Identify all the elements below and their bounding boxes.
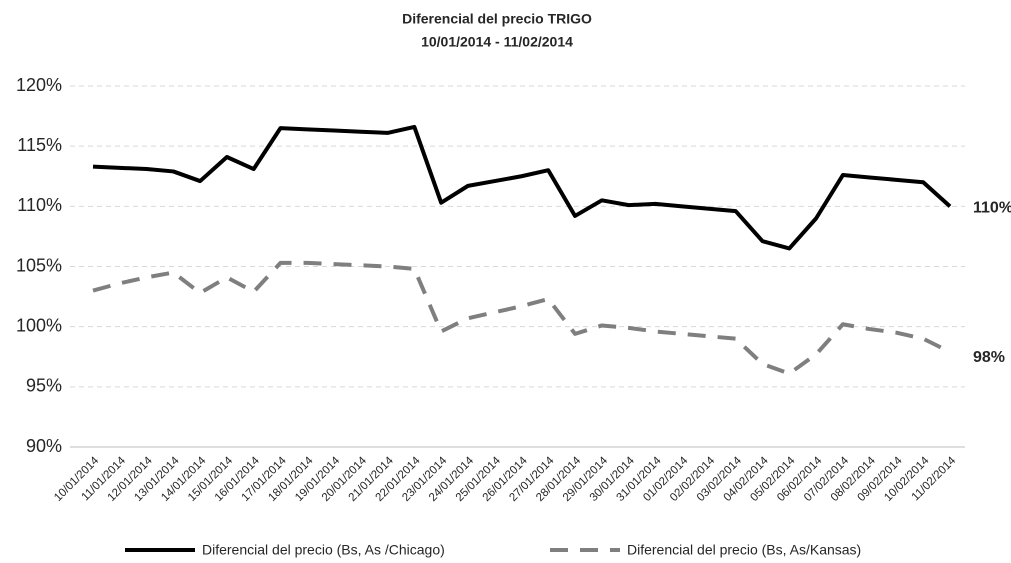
line-series <box>92 260 951 376</box>
y-tick-label: 120% <box>16 75 62 95</box>
chart-subtitle: 10/01/2014 - 11/02/2014 <box>421 34 573 50</box>
y-tick-label: 90% <box>26 436 62 456</box>
legend-label: Diferencial del precio (Bs, As /Chicago) <box>202 542 445 558</box>
y-tick-label: 115% <box>17 135 62 155</box>
line-series <box>92 124 952 251</box>
legend-label: Diferencial del precio (Bs, As/Kansas) <box>627 542 861 558</box>
y-tick-label: 105% <box>16 255 62 275</box>
chart-title: Diferencial del precio TRIGO <box>402 11 592 27</box>
data-label: 98% <box>973 349 1005 366</box>
data-label: 110% <box>973 200 1011 217</box>
y-tick-label: 95% <box>26 376 62 396</box>
y-tick-label: 100% <box>16 315 62 335</box>
y-tick-label: 110% <box>17 195 62 215</box>
